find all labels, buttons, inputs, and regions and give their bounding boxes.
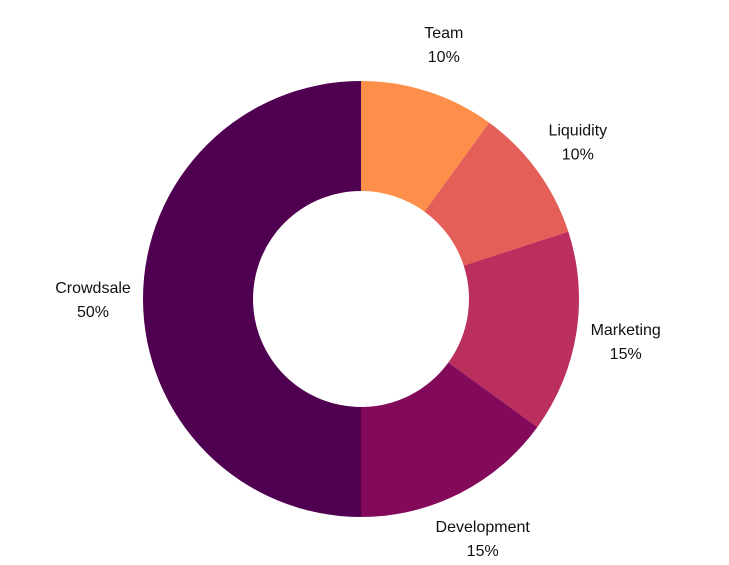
slice-name: Development: [436, 519, 531, 536]
slice-name: Marketing: [591, 322, 661, 339]
slice-development: [361, 362, 538, 517]
slice-name: Liquidity: [548, 123, 607, 140]
slice-name: Crowdsale: [55, 280, 131, 297]
slice-marketing: [448, 231, 579, 428]
slice-team: [361, 81, 490, 212]
slice-label-crowdsale: Crowdsale 50%: [55, 280, 131, 321]
slice-percent: 50%: [77, 304, 109, 321]
slice-label-team: Team 10%: [424, 25, 463, 66]
slice-labels: Team 10%Liquidity 10%Marketing 15%Developme…: [55, 25, 661, 560]
slice-percent: 15%: [610, 346, 642, 363]
donut-slices: [143, 81, 579, 517]
slice-percent: 10%: [562, 147, 594, 164]
slice-percent: 10%: [428, 49, 460, 66]
slice-liquidity: [424, 122, 569, 266]
slice-label-development: Development 15%: [436, 519, 531, 560]
slice-label-liquidity: Liquidity 10%: [548, 123, 607, 164]
slice-crowdsale: [143, 81, 361, 517]
slice-name: Team: [424, 25, 463, 42]
slice-label-marketing: Marketing 15%: [591, 322, 661, 363]
slice-percent: 15%: [467, 543, 499, 560]
